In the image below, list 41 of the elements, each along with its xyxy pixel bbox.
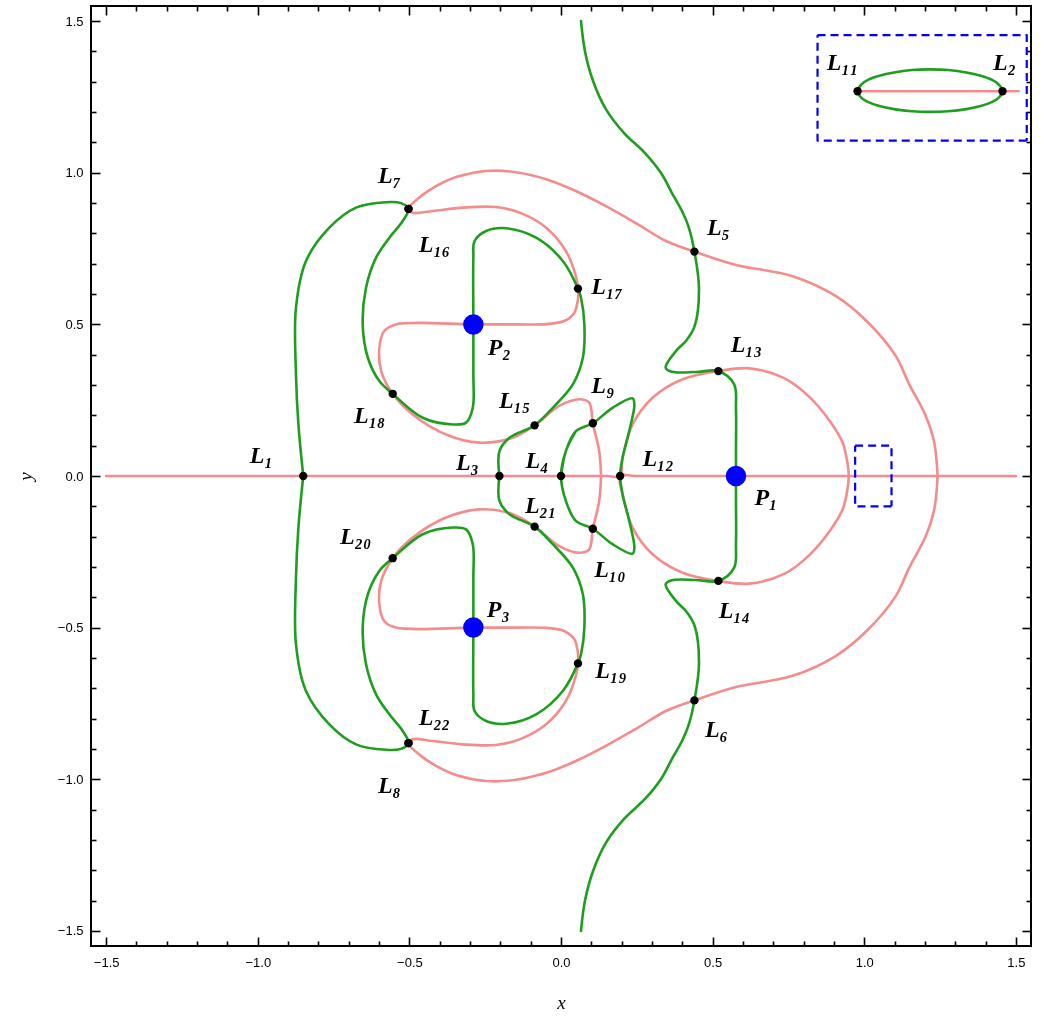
x-tick-label: 0.0 [552,954,571,970]
y-tick-label: −1.5 [57,923,84,939]
annotation: P₁ [753,484,778,510]
x-tick-label: 1.5 [1007,954,1026,970]
x-tick-label: 0.5 [704,954,723,970]
annotation: L₁₃ [729,331,763,358]
x-axis-title: x [556,991,567,1013]
annotation: L₂ [991,49,1017,76]
annotation: L₁₂ [641,445,674,471]
annotation: L₁₆ [417,230,451,257]
y-tick-label: −1.0 [57,771,84,787]
y-tick-label: 1.5 [65,13,84,29]
annotation: L₅ [705,213,730,240]
y-tick-label: 0.5 [65,316,84,332]
annotation: P₃ [485,595,510,622]
y-tick-label: 0.0 [65,468,84,484]
annotation: L₁₅ [497,387,531,414]
y-axis-title: y [14,471,36,483]
annotation: L₁₄ [717,596,751,623]
annotation: L₄ [524,447,549,473]
annotation: L₁₉ [594,657,627,684]
annotation: L₁₀ [593,555,626,582]
y-tick-label: 1.0 [65,165,84,181]
x-tick-label: 1.0 [855,954,874,970]
x-tick-label: −1.5 [93,954,120,970]
annotation: L₂₁ [523,491,557,518]
annotation: L₇ [376,161,401,188]
x-tick-label: −0.5 [397,954,423,970]
annotation: P₂ [486,334,511,361]
y-tick-label: −0.5 [57,620,84,636]
annotation: L₁ [248,442,273,468]
annotation: L₆ [703,716,728,743]
annotation: L₉ [590,372,615,399]
x-tick-label: −1.0 [245,954,272,970]
annotation: L₂₂ [417,704,451,731]
annotation: L₈ [376,772,401,799]
annotation: L₂₀ [339,523,372,550]
annotation: L₁₇ [590,272,623,299]
annotation: L₁₈ [353,401,386,428]
annotation: L₁₁ [825,49,859,76]
annotation: L₃ [454,449,479,475]
